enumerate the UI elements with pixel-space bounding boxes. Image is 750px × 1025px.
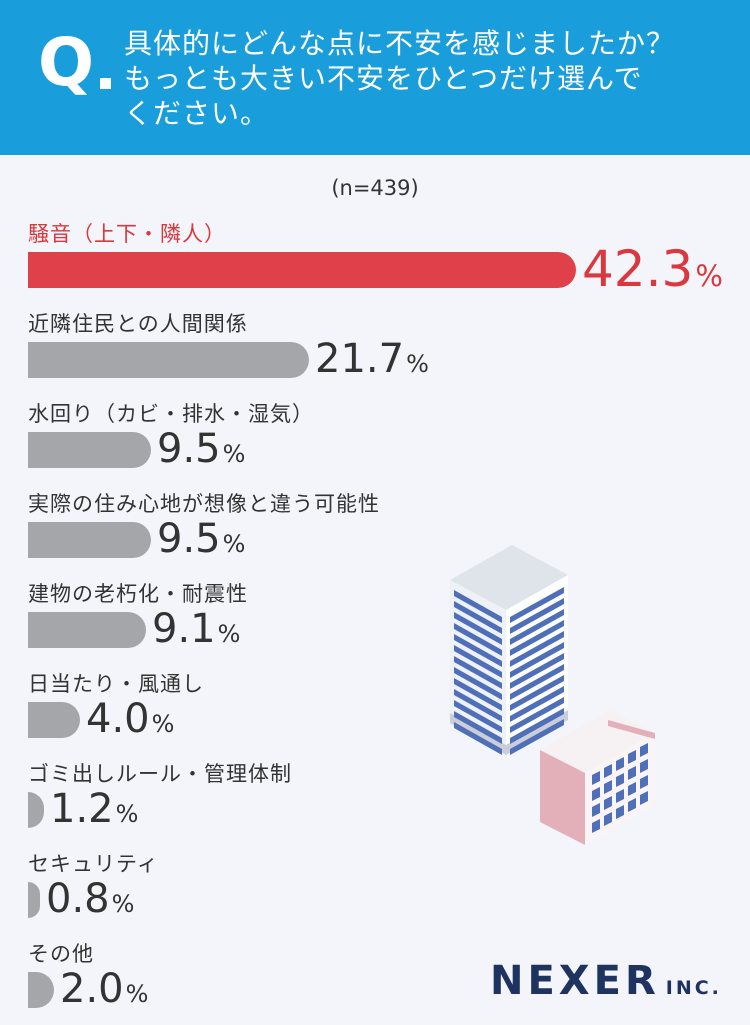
question-line-1: 具体的にどんな点に不安を感じましたか？ bbox=[124, 27, 676, 60]
bar bbox=[28, 252, 576, 288]
bar bbox=[28, 522, 151, 558]
value-label: 1.2% bbox=[50, 789, 138, 829]
tall-building-icon bbox=[450, 545, 568, 755]
value-unit: % bbox=[217, 620, 241, 648]
category-label: 実際の住み心地が想像と違う可能性 bbox=[28, 492, 380, 516]
question-header: Q 具体的にどんな点に不安を感じましたか？ もっとも大きい不安をひとつだけ選んで… bbox=[0, 0, 750, 155]
value-number: 9.5 bbox=[157, 426, 221, 472]
value-number: 9.5 bbox=[157, 516, 221, 562]
value-unit: % bbox=[695, 259, 723, 293]
bar bbox=[28, 342, 309, 378]
value-unit: % bbox=[222, 440, 246, 468]
question-line-2: もっとも大きい不安をひとつだけ選んで bbox=[124, 62, 643, 95]
value-unit: % bbox=[222, 530, 246, 558]
value-number: 21.7 bbox=[315, 336, 405, 382]
bar bbox=[28, 972, 54, 1008]
category-label: 騒音（上下・隣人） bbox=[28, 222, 226, 246]
q-mark: Q bbox=[38, 24, 95, 101]
value-number: 0.8 bbox=[46, 876, 110, 922]
category-label: 近隣住民との人間関係 bbox=[28, 312, 248, 336]
value-number: 9.1 bbox=[152, 606, 216, 652]
category-label: ゴミ出しルール・管理体制 bbox=[28, 762, 292, 786]
value-label: 21.7% bbox=[315, 339, 429, 379]
bar bbox=[28, 702, 80, 738]
value-unit: % bbox=[406, 350, 429, 378]
small-building-icon bbox=[540, 710, 655, 845]
value-unit: % bbox=[125, 980, 149, 1008]
company-logo: NEXER INC. bbox=[490, 958, 722, 1004]
value-label: 0.8% bbox=[46, 879, 134, 919]
bar bbox=[28, 792, 44, 828]
bar bbox=[28, 882, 40, 918]
buildings-illustration bbox=[450, 545, 655, 845]
value-label: 4.0% bbox=[86, 699, 174, 739]
q-dot bbox=[100, 78, 111, 89]
value-number: 2.0 bbox=[60, 966, 124, 1012]
category-label: 水回り（カビ・排水・湿気） bbox=[28, 402, 314, 426]
bar bbox=[28, 432, 151, 468]
value-unit: % bbox=[111, 890, 135, 918]
value-number: 42.3 bbox=[582, 240, 694, 298]
value-unit: % bbox=[151, 710, 175, 738]
value-label: 42.3% bbox=[582, 244, 723, 294]
value-label: 9.5% bbox=[157, 519, 245, 559]
category-label: その他 bbox=[28, 942, 94, 966]
bar bbox=[28, 612, 146, 648]
value-number: 1.2 bbox=[50, 786, 114, 832]
sample-size: (n=439) bbox=[331, 176, 419, 200]
logo-sub: INC. bbox=[665, 977, 722, 999]
category-label: セキュリティ bbox=[28, 852, 159, 876]
category-label: 建物の老朽化・耐震性 bbox=[28, 582, 248, 606]
value-number: 4.0 bbox=[86, 696, 150, 742]
value-unit: % bbox=[115, 800, 139, 828]
value-label: 9.1% bbox=[152, 609, 240, 649]
question-line-3: ください。 bbox=[124, 97, 270, 130]
value-label: 9.5% bbox=[157, 429, 245, 469]
question-text: 具体的にどんな点に不安を感じましたか？ もっとも大きい不安をひとつだけ選んで く… bbox=[124, 26, 724, 131]
value-label: 2.0% bbox=[60, 969, 148, 1009]
logo-main: NEXER bbox=[490, 958, 660, 1004]
category-label: 日当たり・風通し bbox=[28, 672, 204, 696]
